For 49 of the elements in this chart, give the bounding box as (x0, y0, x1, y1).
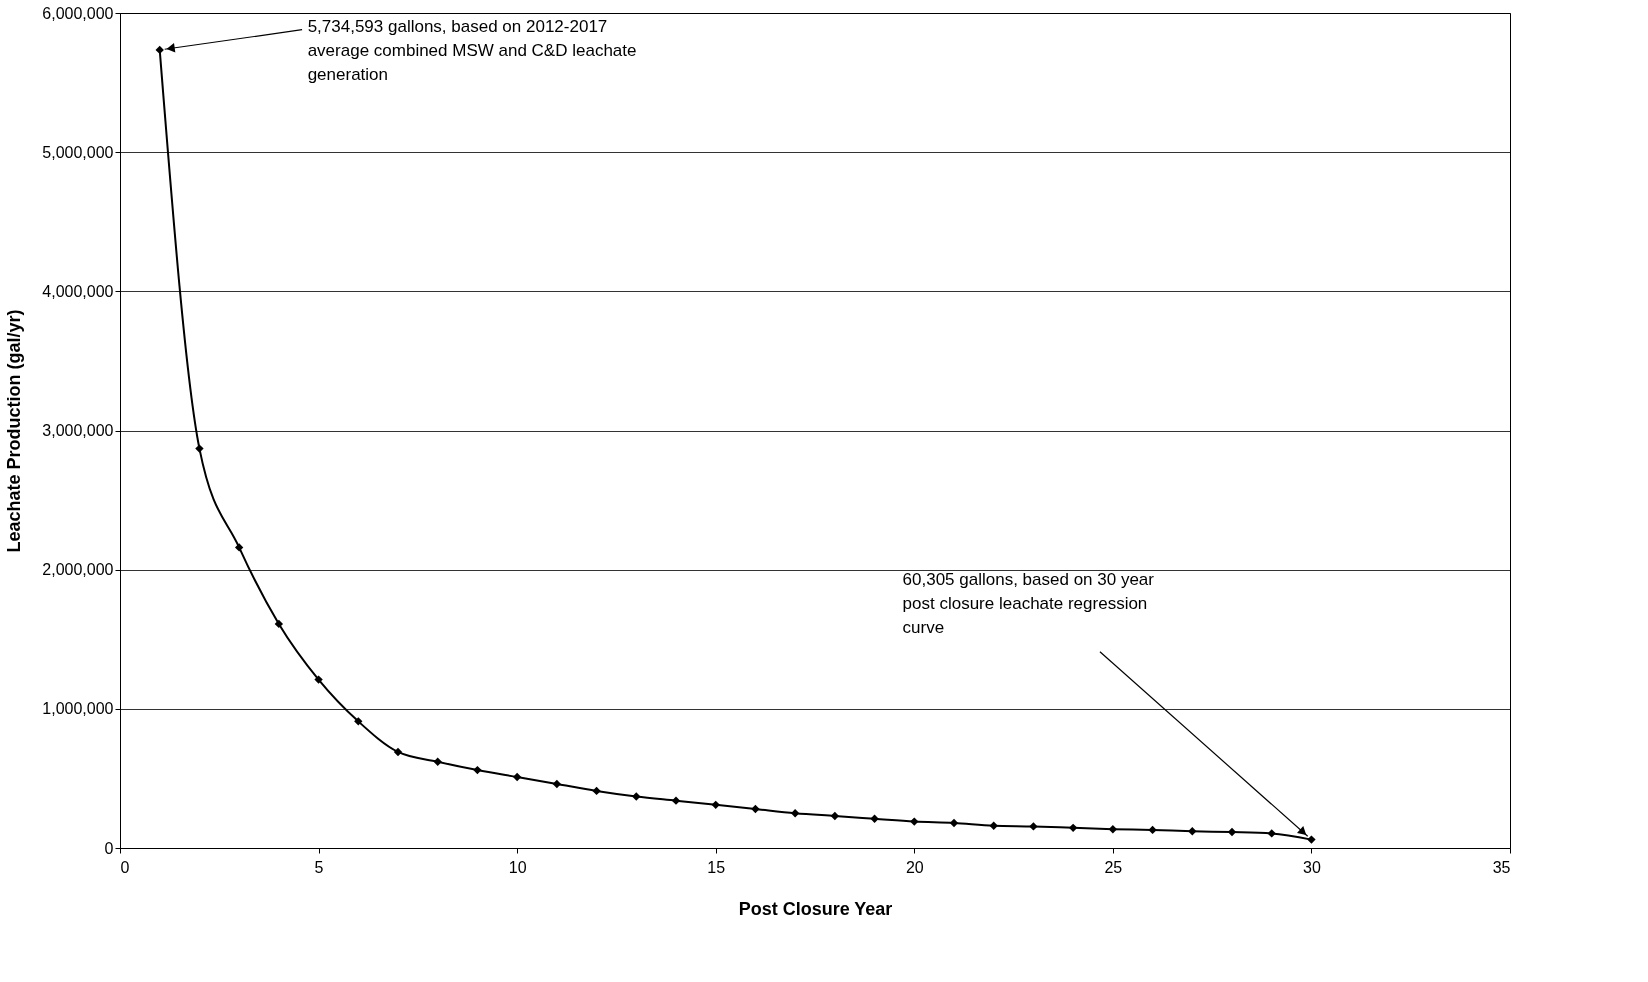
point (632, 792, 641, 801)
point (1029, 822, 1038, 831)
point (1108, 825, 1118, 834)
point (393, 747, 403, 757)
point (1068, 823, 1078, 832)
x-tick-label: 25 (1104, 858, 1123, 876)
point (751, 804, 760, 814)
point (870, 814, 879, 823)
point (1188, 827, 1197, 836)
y-tick-label: 0 (104, 839, 114, 857)
y-tick-label: 6,000,000 (42, 4, 114, 22)
point (314, 675, 323, 684)
x-axis-title: Post Closure Year (738, 898, 893, 919)
point (234, 543, 244, 552)
point (354, 717, 363, 726)
annotation: 5,734,593 gallons, based on 2012-2017 average combined MSW and C&D leachate generation (307, 16, 637, 84)
point (910, 817, 919, 826)
x-tick-label: 20 (905, 858, 924, 876)
point (1227, 827, 1237, 837)
point (195, 444, 204, 453)
x-tick-label: 10 (508, 858, 527, 876)
point (433, 757, 442, 766)
point (512, 772, 522, 782)
point (830, 811, 840, 821)
y-tick-label: 2,000,000 (42, 561, 114, 579)
point (790, 809, 800, 818)
point (1267, 829, 1276, 838)
x-tick-label: 5 (314, 858, 324, 876)
x-tick-label: 35 (1492, 858, 1511, 876)
y-tick-label: 3,000,000 (42, 422, 114, 439)
point (274, 619, 284, 629)
y-tick-label: 4,000,000 (42, 282, 114, 300)
point (1307, 835, 1316, 844)
point (989, 821, 998, 830)
point (1148, 825, 1157, 835)
y-axis-title: Leachate Production (gal/yr) (4, 309, 25, 553)
y-tick-label: 5,000,000 (42, 143, 114, 161)
point (671, 796, 681, 805)
point (592, 786, 601, 796)
x-tick-label: 30 (1303, 858, 1321, 876)
x-tick-label: 15 (707, 858, 726, 876)
point (155, 45, 164, 55)
point (949, 818, 959, 828)
y-tick-label: 1,000,000 (42, 700, 114, 718)
x-tick-label: 0 (120, 858, 130, 876)
point (711, 800, 720, 810)
point (473, 765, 482, 775)
annotation: 60,305 gallons, based on 30 year post closure leachate regression curve (902, 570, 1155, 638)
point (552, 779, 562, 789)
